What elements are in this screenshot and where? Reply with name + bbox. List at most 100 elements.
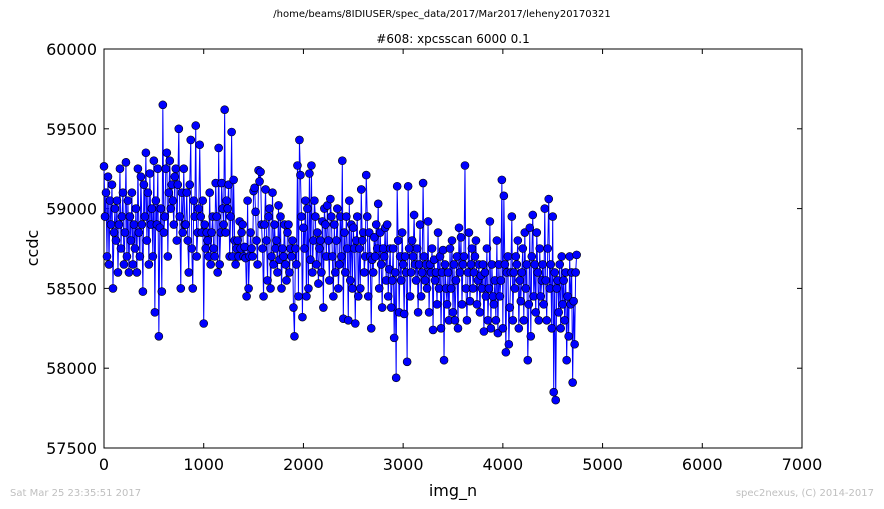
data-point xyxy=(199,319,209,328)
data-point xyxy=(455,268,465,277)
data-point xyxy=(572,250,581,260)
data-point xyxy=(149,156,159,166)
data-point xyxy=(293,161,302,170)
data-point xyxy=(470,252,480,261)
data-point xyxy=(438,245,448,255)
data-point xyxy=(266,284,275,293)
data-point xyxy=(126,236,136,245)
data-point xyxy=(563,292,572,301)
data-point xyxy=(203,236,212,245)
data-point xyxy=(217,178,226,188)
data-point xyxy=(451,276,461,285)
data-point xyxy=(464,228,474,237)
data-point xyxy=(446,284,456,293)
data-point xyxy=(447,236,457,245)
data-point xyxy=(439,355,449,365)
data-point xyxy=(196,212,206,221)
data-point xyxy=(491,316,501,325)
data-point xyxy=(148,252,158,261)
data-point xyxy=(144,260,154,269)
data-point xyxy=(428,325,438,335)
data-point xyxy=(140,212,150,221)
data-point xyxy=(466,260,476,269)
data-point xyxy=(173,180,183,189)
data-point xyxy=(213,268,222,277)
data-point xyxy=(250,183,259,193)
data-point xyxy=(388,244,398,253)
data-point xyxy=(419,252,429,261)
data-point xyxy=(459,252,469,261)
data-point xyxy=(538,260,548,269)
x-tick-label: 7000 xyxy=(782,455,823,474)
data-point xyxy=(404,244,414,253)
data-point xyxy=(450,316,460,325)
data-point xyxy=(321,220,330,229)
data-point xyxy=(169,220,179,229)
data-point xyxy=(192,252,202,261)
data-point xyxy=(251,207,260,217)
data-point xyxy=(248,252,257,261)
data-point xyxy=(539,300,549,309)
data-point xyxy=(413,308,423,317)
data-point xyxy=(282,276,291,285)
data-point xyxy=(342,212,351,221)
data-point xyxy=(277,284,286,293)
data-point xyxy=(335,260,344,269)
data-point xyxy=(285,268,294,277)
data-point xyxy=(178,228,188,237)
data-point xyxy=(465,296,475,306)
data-point xyxy=(194,204,204,213)
data-point xyxy=(115,164,125,173)
data-point xyxy=(165,156,175,166)
figure-suptitle: /home/beams/8IDIUSER/spec_data/2017/Mar2… xyxy=(273,9,611,20)
x-tick-label: 4000 xyxy=(482,455,523,474)
data-point xyxy=(212,212,221,221)
data-point xyxy=(500,260,510,269)
data-point xyxy=(269,260,278,269)
data-point xyxy=(562,355,571,365)
data-point xyxy=(129,220,139,229)
data-point xyxy=(369,233,379,242)
data-point xyxy=(379,252,389,261)
data-point xyxy=(518,244,528,253)
data-point xyxy=(116,244,126,253)
data-point xyxy=(478,260,488,269)
data-point xyxy=(297,212,306,221)
data-point xyxy=(482,244,492,253)
data-point xyxy=(405,292,415,301)
data-point xyxy=(164,188,174,197)
data-point xyxy=(409,210,419,220)
data-point xyxy=(390,268,400,277)
data-point xyxy=(108,284,118,293)
data-point xyxy=(498,323,508,333)
data-point xyxy=(512,260,522,269)
data-point xyxy=(156,204,166,213)
data-point xyxy=(305,169,314,178)
data-point xyxy=(124,268,134,277)
data-point xyxy=(205,188,214,197)
data-point xyxy=(398,260,408,269)
data-point xyxy=(523,355,533,365)
data-point xyxy=(392,181,402,191)
data-point xyxy=(191,121,201,130)
data-point xyxy=(472,300,482,309)
data-point xyxy=(184,268,194,277)
data-point xyxy=(524,300,534,309)
data-point xyxy=(244,284,253,293)
data-point xyxy=(138,287,148,296)
x-tick-label: 0 xyxy=(99,455,109,474)
data-point xyxy=(531,308,541,317)
data-point xyxy=(300,244,309,253)
data-point xyxy=(141,148,151,158)
data-point xyxy=(332,236,341,245)
data-point xyxy=(433,228,443,237)
data-point xyxy=(188,284,198,293)
data-point xyxy=(489,300,499,309)
data-point xyxy=(556,323,565,333)
data-point xyxy=(468,284,478,293)
data-point xyxy=(288,236,297,245)
data-point xyxy=(150,308,160,317)
data-point xyxy=(569,296,578,306)
data-point xyxy=(370,252,380,261)
data-point xyxy=(516,296,526,306)
